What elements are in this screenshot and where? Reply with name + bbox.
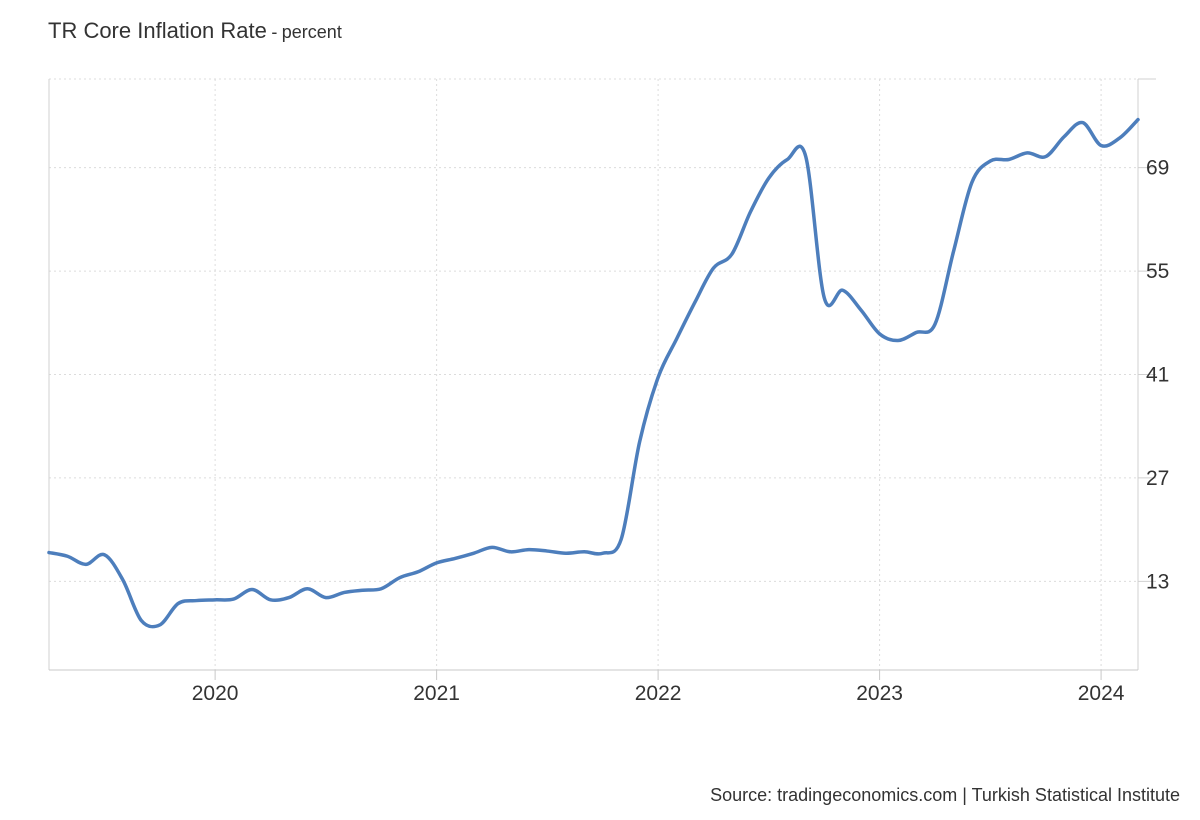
x-tick-label: 2021	[413, 682, 460, 705]
y-tick-label: 13	[1146, 570, 1169, 593]
chart-title: TR Core Inflation Rate - percent	[48, 18, 342, 44]
series-line	[47, 117, 1140, 629]
y-tick-label: 41	[1146, 364, 1169, 387]
series-layer	[47, 117, 1140, 629]
x-tick-label: 2024	[1078, 682, 1125, 705]
chart-title-unit: percent	[281, 22, 342, 42]
y-tick-label: 55	[1146, 260, 1169, 283]
source-note: Source: tradingeconomics.com | Turkish S…	[710, 785, 1180, 805]
chart-title-separator: -	[271, 22, 278, 42]
y-tick-label: 69	[1146, 157, 1169, 180]
chart-title-main: TR Core Inflation Rate	[48, 18, 267, 43]
tick-label-layer: 13 27 41 55 69 2020 2021 2022 2023 2024	[192, 157, 1170, 705]
x-tick-label: 2022	[635, 682, 682, 705]
x-tick-label: 2020	[192, 682, 239, 705]
grid-layer	[49, 78, 1138, 670]
axis-layer	[48, 78, 1156, 680]
x-tick-label: 2023	[856, 682, 903, 705]
y-tick-label: 27	[1146, 467, 1169, 490]
